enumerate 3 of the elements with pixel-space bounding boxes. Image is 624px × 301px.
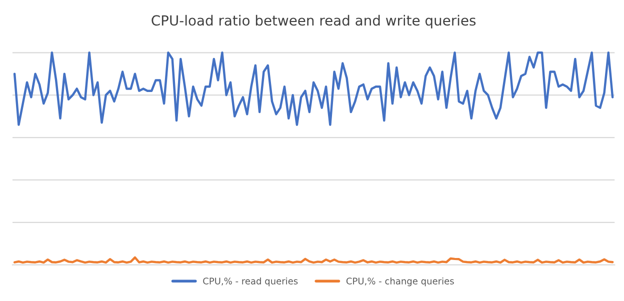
legend-label: CPU,% - read queries	[203, 277, 298, 286]
chart-title: CPU-load ratio between read and write queries	[152, 14, 476, 28]
legend-label: CPU,% - change queries	[346, 277, 454, 286]
